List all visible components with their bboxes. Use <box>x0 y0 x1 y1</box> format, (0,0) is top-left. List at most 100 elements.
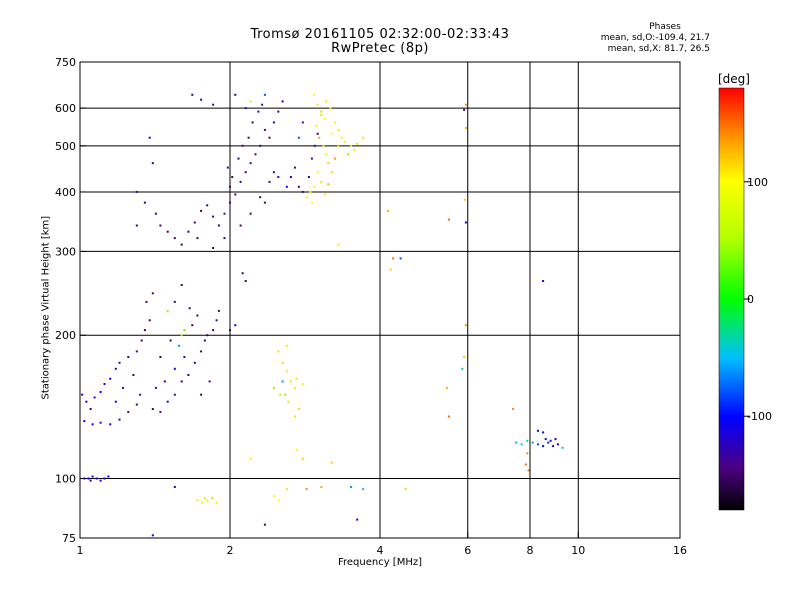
data-point <box>244 107 247 110</box>
data-point <box>281 380 284 383</box>
data-point <box>203 339 206 342</box>
data-point <box>542 445 545 448</box>
data-point <box>154 386 157 389</box>
data-point <box>337 128 340 131</box>
data-point <box>151 408 154 410</box>
data-point <box>277 350 280 353</box>
data-point <box>343 140 346 143</box>
data-point <box>356 518 359 521</box>
data-point <box>320 114 323 117</box>
data-point <box>330 461 333 464</box>
x-tick-label: 6 <box>464 544 471 557</box>
data-point <box>206 204 209 207</box>
data-point <box>350 486 353 488</box>
y-tick-label: 200 <box>55 329 76 342</box>
data-point <box>200 393 203 396</box>
data-point <box>520 443 523 446</box>
data-point <box>187 230 190 233</box>
data-point <box>297 408 300 410</box>
data-point <box>295 448 298 451</box>
data-point <box>320 486 323 488</box>
phase-stats-o: mean, sd,O:-109.4, 21.7 <box>600 33 710 43</box>
data-point <box>301 457 304 460</box>
data-point <box>229 201 231 204</box>
data-point <box>122 386 124 389</box>
data-point <box>322 144 325 147</box>
data-point <box>196 499 199 502</box>
data-point <box>316 171 319 174</box>
data-point <box>169 339 172 342</box>
data-point <box>362 136 365 139</box>
data-point <box>340 136 343 139</box>
data-point <box>208 380 211 383</box>
data-point <box>285 370 288 373</box>
data-point <box>166 309 169 312</box>
data-point <box>166 230 169 233</box>
data-point <box>135 403 138 406</box>
data-point <box>114 367 117 370</box>
data-point <box>173 393 176 396</box>
data-point <box>313 93 316 96</box>
data-point <box>234 193 237 196</box>
data-point <box>89 479 92 482</box>
data-point <box>315 125 318 128</box>
data-point <box>329 107 332 110</box>
data-point <box>200 209 203 212</box>
data-point <box>114 400 117 403</box>
data-point <box>310 157 313 160</box>
data-point <box>537 443 539 446</box>
data-point <box>99 391 102 393</box>
data-point <box>387 209 389 212</box>
data-point <box>87 477 90 480</box>
data-point <box>301 383 304 385</box>
data-point <box>148 136 151 139</box>
colorbar-label: [deg] <box>718 72 750 86</box>
data-point <box>249 162 252 165</box>
data-point <box>217 309 220 312</box>
data-point <box>196 314 199 317</box>
data-point <box>234 93 237 96</box>
data-point <box>295 377 298 380</box>
data-point <box>183 356 186 358</box>
data-point <box>297 185 300 188</box>
data-point <box>404 488 407 491</box>
data-point <box>183 329 186 332</box>
data-point <box>159 410 162 413</box>
data-point <box>237 157 240 160</box>
data-point <box>554 438 557 441</box>
data-point <box>305 196 308 199</box>
data-point <box>83 420 86 423</box>
y-tick-label: 600 <box>55 102 76 115</box>
data-point <box>180 243 183 246</box>
data-point <box>263 201 266 204</box>
data-point <box>297 136 300 139</box>
data-point <box>325 100 328 103</box>
data-point <box>464 103 467 106</box>
data-point <box>261 103 264 106</box>
y-axis-label-wrap: Stationary phase Virtual Height [km] <box>36 216 56 402</box>
data-point <box>313 144 316 147</box>
data-point <box>464 324 467 327</box>
data-point <box>263 523 266 526</box>
data-point <box>203 497 206 499</box>
data-point <box>85 400 88 403</box>
data-point <box>251 121 254 124</box>
colorbar-tick-label: 100 <box>747 176 768 189</box>
data-point <box>301 121 304 124</box>
data-point <box>139 393 142 396</box>
data-point <box>330 171 333 174</box>
data-point <box>285 344 288 347</box>
data-point <box>107 475 110 478</box>
data-point <box>279 393 281 396</box>
y-tick-label: 300 <box>55 245 76 258</box>
data-point <box>334 121 337 124</box>
data-point <box>249 100 252 103</box>
data-point <box>132 374 135 376</box>
data-point <box>552 445 555 448</box>
data-point <box>127 410 130 413</box>
data-point <box>399 257 402 260</box>
data-point <box>206 499 209 502</box>
data-point <box>526 439 529 442</box>
data-point <box>173 300 176 303</box>
data-point <box>272 494 275 497</box>
